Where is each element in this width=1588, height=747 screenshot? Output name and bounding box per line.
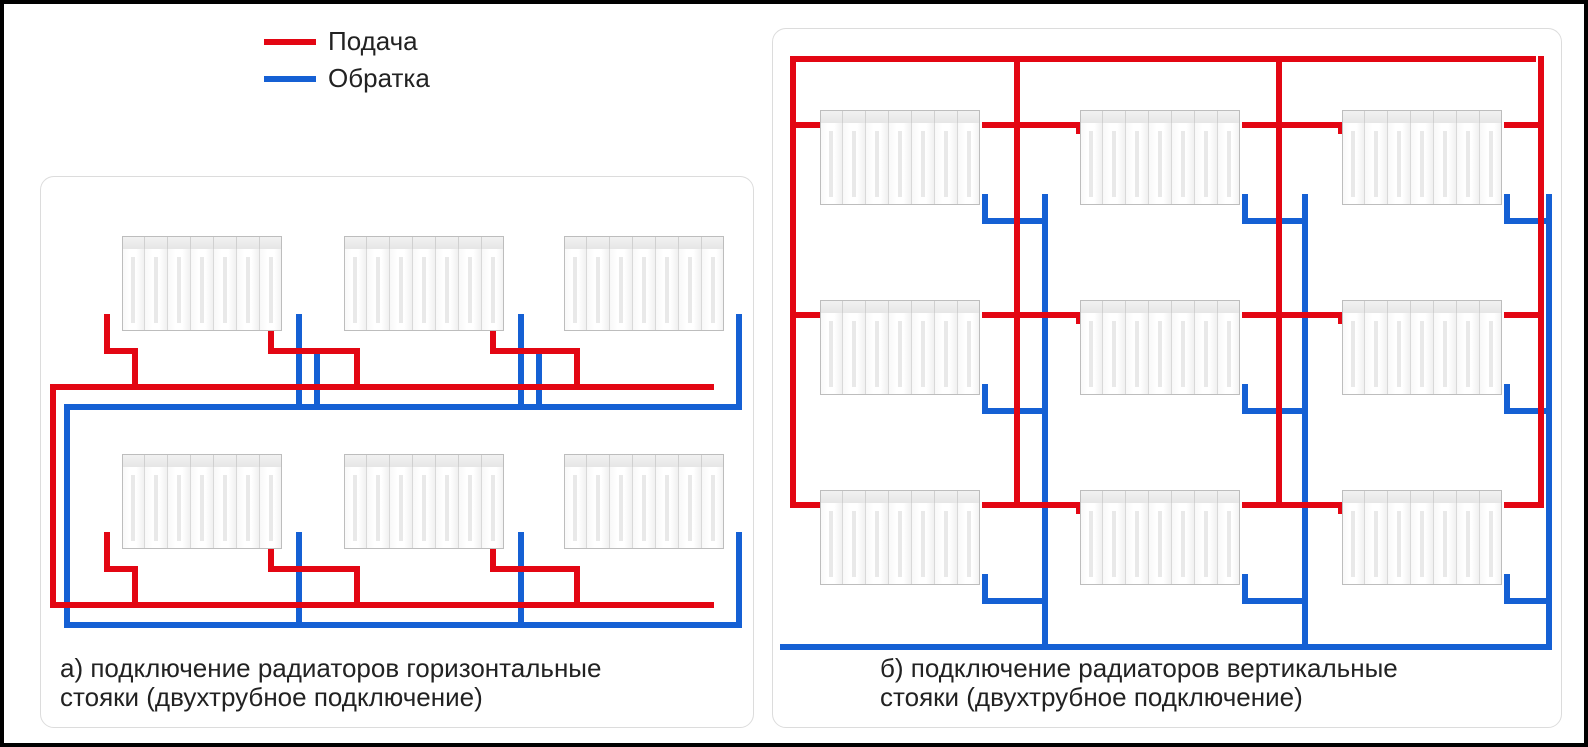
radiator — [820, 110, 980, 205]
radiator — [344, 236, 504, 331]
radiators-layer — [4, 4, 1584, 743]
radiator — [1342, 300, 1502, 395]
radiator — [1080, 490, 1240, 585]
caption-left-line2: стояки (двухтрубное подключение) — [60, 683, 740, 712]
diagram-frame: Подача Обратка а) подключение радиаторов… — [0, 0, 1588, 747]
radiator — [820, 300, 980, 395]
caption-left-line1: а) подключение радиаторов горизонтальные — [60, 654, 740, 683]
radiator — [820, 490, 980, 585]
radiator — [344, 454, 504, 549]
caption-right: б) подключение радиаторов вертикальные с… — [880, 654, 1560, 711]
radiator — [1342, 490, 1502, 585]
radiator — [122, 454, 282, 549]
caption-left: а) подключение радиаторов горизонтальные… — [60, 654, 740, 711]
radiator — [564, 454, 724, 549]
radiator — [1080, 300, 1240, 395]
radiator — [564, 236, 724, 331]
caption-right-line1: б) подключение радиаторов вертикальные — [880, 654, 1560, 683]
radiator — [122, 236, 282, 331]
radiator — [1080, 110, 1240, 205]
radiator — [1342, 110, 1502, 205]
caption-right-line2: стояки (двухтрубное подключение) — [880, 683, 1560, 712]
